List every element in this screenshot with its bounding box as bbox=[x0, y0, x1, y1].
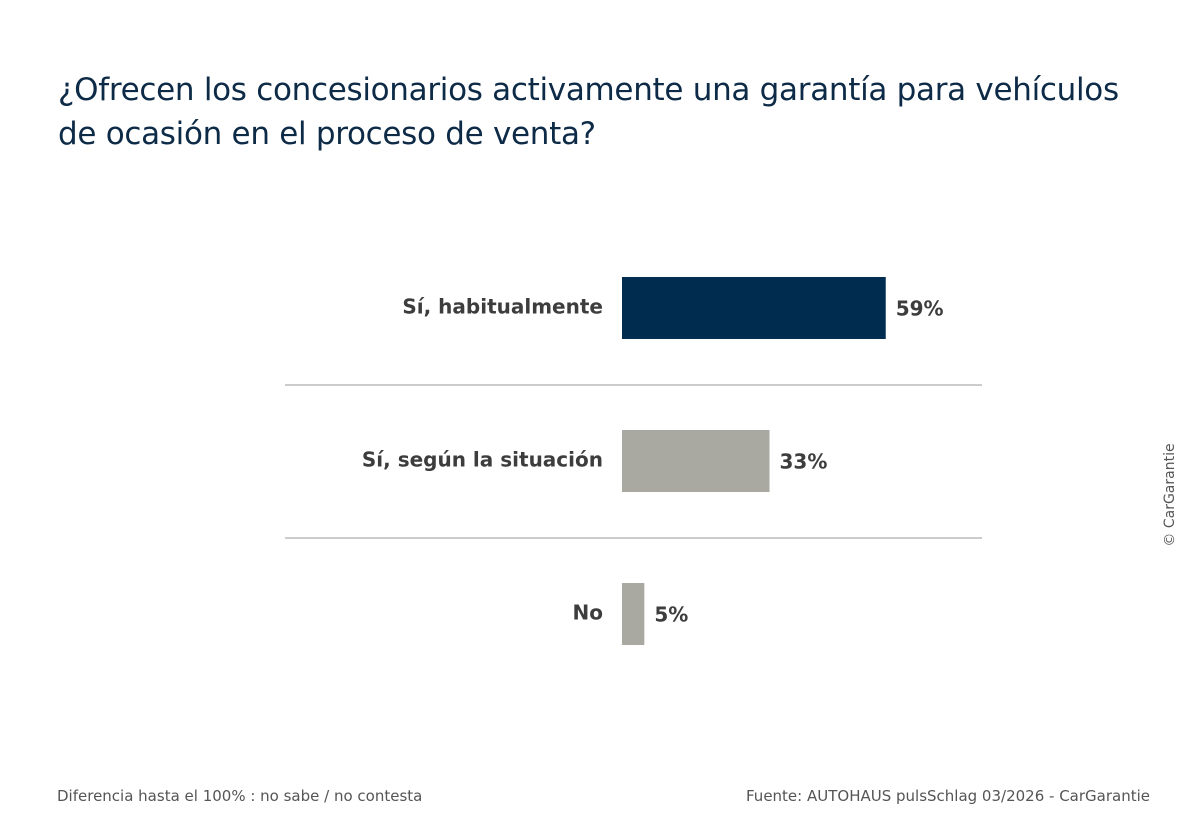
bar-2 bbox=[622, 430, 770, 492]
category-label-1: Sí, habitualmente bbox=[402, 295, 603, 319]
chart-title: ¿Ofrecen los concesionarios activamente … bbox=[58, 72, 1119, 152]
copyright-note: © CarGarantie bbox=[1162, 443, 1178, 547]
footnote: Diferencia hasta el 100% : no sabe / no … bbox=[57, 787, 423, 805]
category-label-3: No bbox=[573, 601, 603, 625]
value-label-3: 5% bbox=[654, 603, 688, 627]
bar-3 bbox=[622, 583, 645, 645]
value-label-1: 59% bbox=[896, 297, 944, 321]
value-label-2: 33% bbox=[780, 450, 828, 474]
source-note: Fuente: AUTOHAUS pulsSchlag 03/2026 - Ca… bbox=[746, 787, 1150, 805]
category-label-2: Sí, según la situación bbox=[362, 448, 603, 472]
bar-1 bbox=[622, 277, 886, 339]
